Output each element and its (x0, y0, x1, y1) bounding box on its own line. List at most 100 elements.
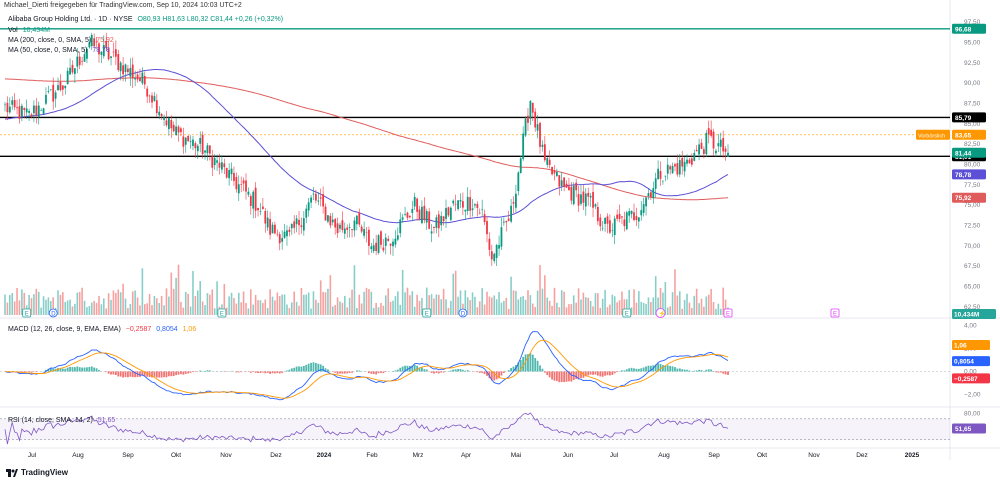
candle-body (358, 212, 361, 225)
macd-hist-bar (529, 353, 532, 372)
volume-bar (642, 302, 645, 315)
price-level-tag (952, 129, 986, 140)
candle-body (657, 168, 660, 180)
volume-bar (645, 303, 647, 315)
macd-hist-bar (339, 371, 341, 374)
volume-bar (52, 297, 54, 315)
candle-body (543, 144, 546, 161)
volume-bar (585, 297, 587, 315)
volume-bar (42, 296, 45, 315)
volume-bar (9, 295, 11, 315)
candle-body (129, 67, 132, 77)
candle-body (666, 164, 669, 174)
candle-body (541, 144, 544, 147)
candle-body (623, 219, 626, 226)
candle-body (317, 200, 320, 202)
macd-hist-bar (568, 371, 570, 382)
volume-bar (266, 307, 269, 315)
volume-bar (719, 308, 722, 315)
volume-bar (69, 299, 71, 315)
volume-bar (647, 297, 650, 315)
macd-hist-bar (645, 366, 647, 372)
price-tick-label: 77,50 (964, 182, 981, 189)
volume-bar (122, 283, 124, 315)
candle-body (16, 107, 18, 109)
volume-bar (519, 297, 522, 315)
price-level-tag (952, 112, 986, 123)
time-tick-label: Sep (122, 452, 134, 459)
macd-hist-bar (707, 369, 710, 372)
candle-body (331, 219, 334, 223)
candle-body (254, 187, 257, 211)
candle-body (221, 162, 223, 170)
macd-hist-bar (560, 371, 563, 383)
candle-body (295, 218, 298, 225)
macd-hist-bar (698, 369, 700, 372)
volume-legend[interactable]: Vol 10,434M (8, 27, 53, 34)
candle-body (146, 88, 149, 97)
rsi-legend[interactable]: RSI (14, close, SMA, 14, 2) 51,65 (8, 417, 118, 424)
price-label-tag (952, 192, 986, 203)
candle-body (211, 156, 214, 168)
volume-bar (151, 305, 153, 315)
ma50-legend[interactable]: MA (50, close, 0, SMA, 5) 78,78 (8, 47, 113, 54)
candle-body (360, 226, 363, 232)
candle-body (715, 150, 717, 154)
volume-bar (112, 290, 115, 315)
candle-body (33, 105, 35, 114)
macd-hist-bar (596, 371, 599, 376)
candle-body (136, 74, 139, 80)
macd-hist-bar (606, 371, 609, 376)
candle-body (47, 91, 50, 92)
macd-tick-label: −2,00 (964, 391, 981, 398)
volume-bar (450, 300, 452, 315)
macd-hist-bar (20, 371, 23, 373)
volume-bar (531, 303, 534, 315)
macd-hist-bar (466, 370, 469, 372)
ma50-legend-value: 78,78 (92, 47, 110, 54)
macd-hist-bar (240, 371, 243, 373)
symbol-legend[interactable]: Alibaba Group Holding Ltd. · 1D · NYSE O… (8, 16, 286, 23)
volume-bar (524, 299, 527, 315)
volume-bar (288, 308, 291, 315)
volume-bar (589, 300, 592, 315)
volume-bar (187, 293, 189, 315)
price-tick-label: 82,50 (964, 141, 981, 148)
tradingview-logo[interactable]: TradingView (6, 468, 68, 477)
candle-body (539, 122, 541, 147)
macd-hist-bar (534, 358, 537, 372)
candle-body (37, 105, 40, 117)
volume-bar (375, 303, 377, 315)
price-label-tag (952, 147, 986, 158)
macd-hist-bar (662, 365, 664, 372)
ma200-legend[interactable]: MA (200, close, 0, SMA, 5) 75,92 (8, 37, 117, 44)
volume-bar (529, 295, 532, 315)
macd-hist-bar (408, 366, 411, 372)
event-marker (217, 308, 227, 318)
candle-body (199, 138, 202, 144)
macd-hist-bar (719, 371, 722, 373)
macd-hist-bar (180, 371, 182, 375)
volume-bar (4, 294, 6, 315)
volume-bar (640, 301, 643, 315)
volume-bar (380, 302, 382, 315)
volume-bar (33, 294, 35, 315)
volume-bar (216, 281, 218, 315)
candle-body (546, 157, 549, 165)
volume-bar (688, 302, 691, 315)
candle-body (633, 212, 635, 221)
macd-hist-bar (249, 371, 252, 373)
candle-body (683, 161, 686, 172)
time-tick-label: Jun (563, 452, 574, 459)
time-tick-label: Nov (808, 452, 820, 459)
time-tick-label: Aug (72, 452, 84, 459)
candle-body (307, 202, 310, 211)
macd-legend[interactable]: MACD (12, 26, close, 9, EMA, EMA) −0,258… (8, 326, 199, 333)
volume-bar (117, 289, 120, 315)
volume-bar (204, 305, 206, 315)
candle-body (377, 235, 380, 253)
volume-bar (409, 295, 411, 315)
candle-body (625, 212, 628, 230)
macd-hist-bar (189, 371, 192, 373)
